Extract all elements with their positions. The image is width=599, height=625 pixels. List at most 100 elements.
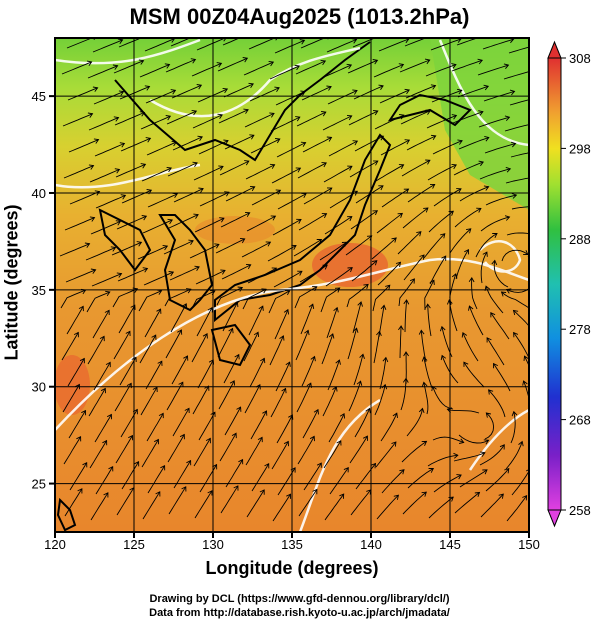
streamline [69, 462, 88, 491]
streamline [199, 464, 217, 493]
streamline [430, 38, 462, 51]
streamline [513, 332, 529, 359]
streamline [477, 64, 509, 76]
streamline-arrow [532, 121, 537, 126]
streamline-arrow [310, 355, 316, 362]
streamline-arrow [538, 148, 542, 153]
streamline [271, 167, 301, 184]
streamline-arrow [457, 139, 463, 145]
streamline [352, 38, 376, 48]
streamline [142, 219, 173, 234]
streamline [480, 493, 504, 518]
y-tick-label: 45 [32, 89, 46, 104]
streamline-arrow [140, 163, 147, 169]
streamline-arrow [164, 63, 171, 69]
colorbar: 258 268 278 288 298 308 [547, 40, 591, 528]
streamline-arrow [304, 329, 310, 336]
streamline-arrow [373, 110, 379, 116]
streamline [320, 287, 340, 313]
streamline [249, 358, 265, 388]
streamline-arrow [181, 486, 187, 492]
streamline [379, 357, 387, 390]
streamline [215, 238, 245, 254]
x-tick-label: 125 [123, 537, 145, 552]
streamline-arrow [222, 87, 229, 94]
streamline [217, 328, 234, 358]
streamline-arrow [493, 362, 498, 369]
streamline-arrow [457, 88, 463, 95]
colorbar-scale [547, 57, 562, 511]
streamline-arrow [89, 216, 96, 222]
streamline [87, 336, 105, 365]
streamline [192, 114, 223, 129]
streamline-arrow [274, 86, 280, 92]
streamline [92, 39, 123, 53]
streamline [121, 461, 139, 490]
streamline [115, 435, 133, 464]
streamline [120, 137, 151, 152]
streamline [267, 245, 297, 262]
streamline [501, 291, 529, 309]
streamline [432, 436, 464, 443]
streamline-arrow [186, 459, 192, 466]
streamline [513, 310, 529, 327]
streamline-arrow [440, 354, 447, 361]
streamline-arrow [188, 239, 194, 245]
streamline [505, 177, 529, 184]
streamline [171, 355, 188, 385]
streamline-arrow [320, 59, 327, 66]
streamline-arrow [269, 112, 275, 118]
streamline [324, 493, 345, 521]
streamline [121, 189, 152, 204]
streamline [163, 240, 194, 255]
streamline [113, 60, 144, 74]
streamline [223, 354, 240, 384]
streamline [453, 452, 486, 462]
streamline [220, 485, 239, 514]
streamline [432, 140, 463, 155]
streamline [269, 65, 300, 80]
colorbar-max-arrow [547, 40, 562, 59]
streamline-arrow [316, 462, 322, 468]
streamline-arrow [504, 215, 511, 221]
streamline-arrow [295, 116, 301, 122]
streamline-arrow [523, 250, 529, 255]
streamline-arrow [536, 95, 541, 100]
streamline [423, 233, 446, 259]
streamline-arrow [378, 84, 384, 90]
streamline-arrow [110, 246, 117, 252]
streamline-arrow [87, 112, 94, 118]
streamline-arrow [397, 212, 403, 218]
streamline-arrow [262, 410, 268, 416]
streamline-arrow [119, 142, 126, 148]
streamline-arrow [510, 141, 517, 148]
streamline-arrow [218, 165, 224, 171]
streamline-arrow [451, 273, 458, 279]
streamline-arrow [440, 233, 446, 239]
streamline [532, 434, 543, 464]
streamline-arrow [365, 407, 371, 414]
streamline [378, 38, 409, 52]
streamline-arrow [343, 467, 349, 473]
streamline-arrow [336, 440, 342, 446]
streamline [246, 489, 265, 518]
colorbar-tick-label: 278 [569, 322, 591, 337]
streamline-arrow [424, 58, 431, 65]
streamline [479, 444, 505, 466]
streamline-arrow [76, 435, 82, 442]
streamline [458, 137, 489, 150]
streamline [194, 490, 213, 519]
streamline [137, 245, 168, 260]
streamline [223, 83, 254, 98]
streamline-arrow [416, 231, 422, 237]
streamline-arrow [480, 451, 486, 457]
streamline [376, 494, 399, 520]
streamline [479, 168, 511, 180]
streamline [247, 267, 277, 284]
x-tick-label: 150 [518, 537, 540, 552]
streamline-arrow [152, 386, 158, 393]
streamline-arrow [167, 218, 173, 225]
streamline [113, 331, 131, 360]
streamline-arrow [248, 32, 253, 37]
streamline [322, 386, 337, 417]
